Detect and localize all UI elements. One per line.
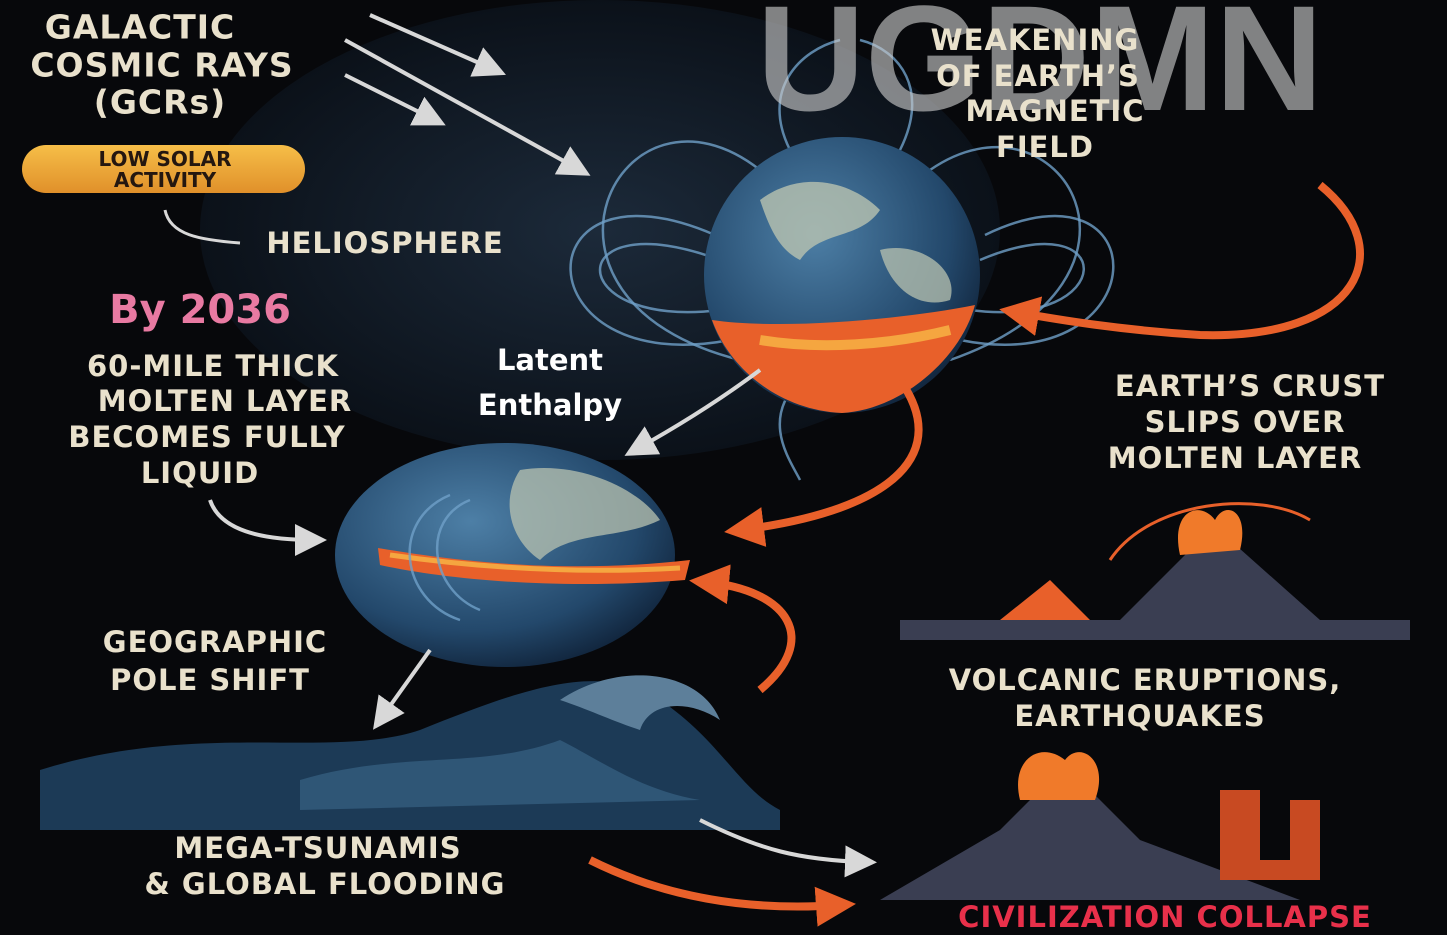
label: LIQUID [141, 456, 259, 490]
label: VOLCANIC ERUPTIONS, [949, 663, 1342, 697]
label: GALACTIC [45, 8, 235, 47]
label: & GLOBAL FLOODING [145, 867, 506, 901]
label: ACTIVITY [114, 168, 217, 192]
label: CIVILIZATION COLLAPSE [958, 900, 1372, 934]
label: POLE SHIFT [110, 663, 310, 697]
label: MOLTEN LAYER [1108, 441, 1362, 475]
label: MAGNETIC [965, 94, 1144, 128]
label: OF EARTH’S [936, 59, 1140, 93]
page: UGDMN GALACTIC COSMIC RAYS (GCRs) LOW SO… [0, 0, 1447, 935]
label: BECOMES FULLY [68, 420, 345, 454]
label: COSMIC RAYS [30, 46, 293, 85]
label: MOLTEN LAYER [98, 384, 352, 418]
label: WEAKENING [931, 23, 1140, 57]
label: (GCRs) [94, 83, 227, 122]
label: GEOGRAPHIC [103, 625, 327, 659]
label: EARTHQUAKES [1014, 699, 1265, 733]
label: SLIPS OVER [1145, 405, 1346, 439]
label: HELIOSPHERE [266, 226, 503, 260]
label: EARTH’S CRUST [1115, 369, 1385, 403]
label: MEGA-TSUNAMIS [174, 831, 461, 865]
label: Enthalpy [478, 388, 622, 422]
infographic: UGDMN GALACTIC COSMIC RAYS (GCRs) LOW SO… [0, 0, 1447, 935]
label: By 2036 [109, 287, 291, 333]
label: Latent [497, 343, 603, 377]
label: FIELD [996, 130, 1094, 164]
label: 60-MILE THICK [87, 349, 340, 383]
earth-top [704, 137, 980, 413]
